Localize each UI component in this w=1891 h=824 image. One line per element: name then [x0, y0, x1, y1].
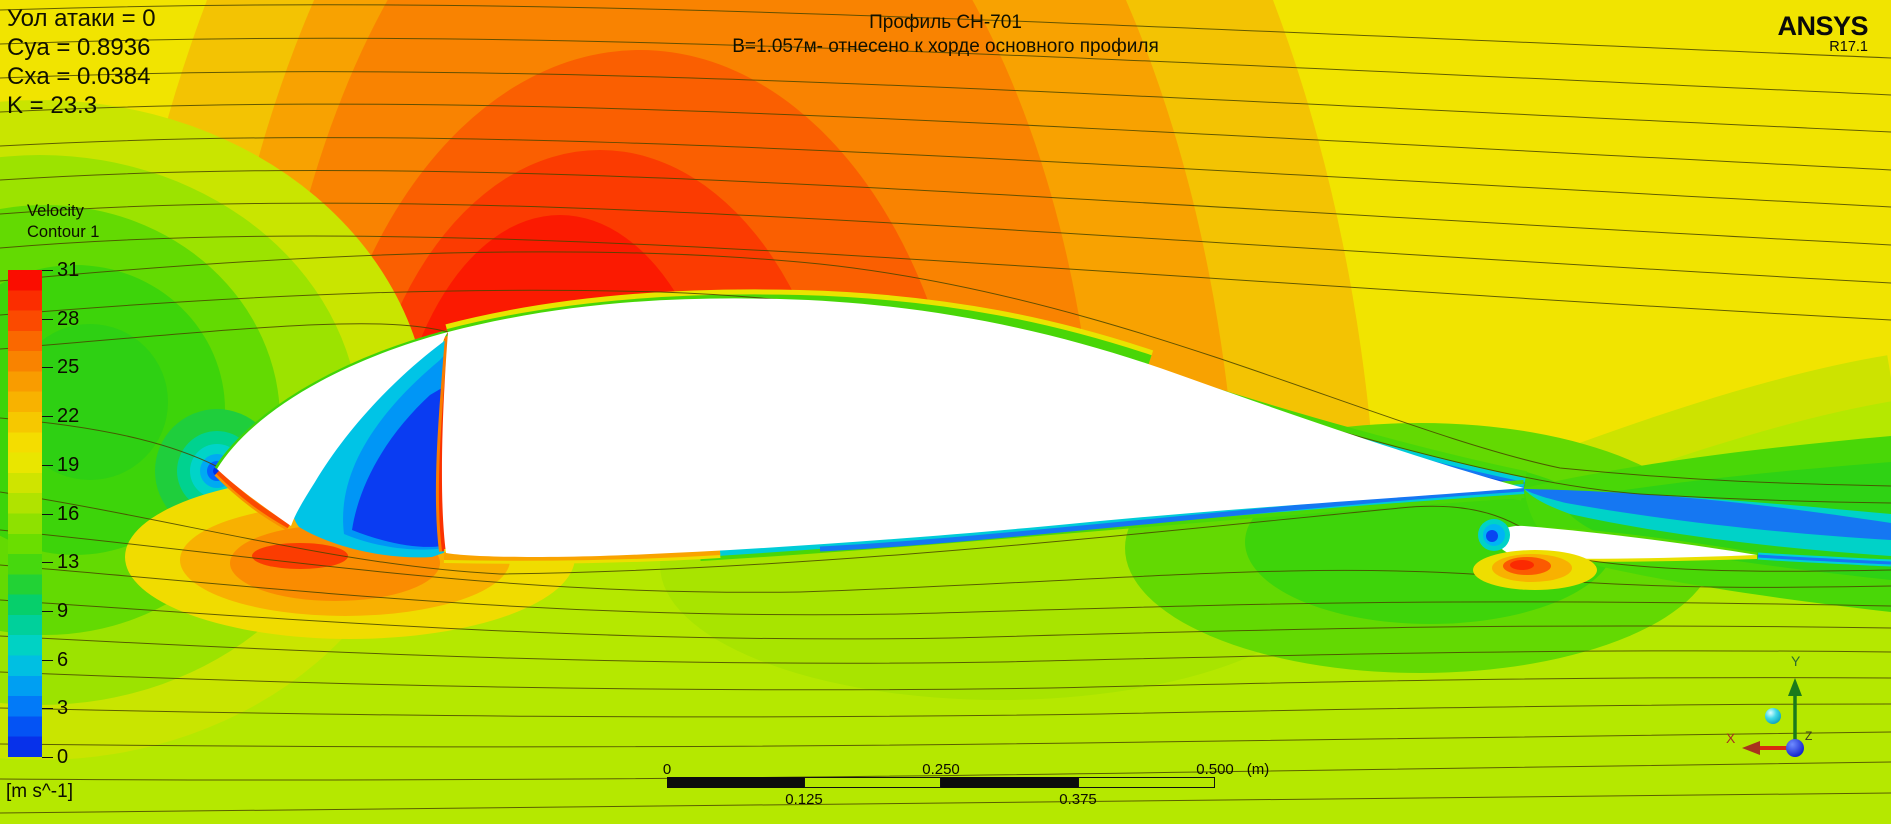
ruler-segment — [941, 777, 1078, 788]
legend-tick — [42, 757, 53, 758]
legend-tick — [42, 464, 53, 466]
aft-element-flow-details — [1473, 519, 1597, 590]
z-axis-label: Z — [1805, 729, 1812, 743]
ruler-label-500: 0.500 — [1196, 761, 1234, 778]
ruler-segment — [804, 777, 941, 788]
ansys-logo: ANSYS R17.1 — [1777, 12, 1868, 55]
plot-title: Профиль CH-701 В=1.057м- отнесено к хорд… — [0, 11, 1891, 59]
legend-value: 28 — [57, 307, 80, 330]
main-airfoil — [441, 298, 1525, 557]
legend-tick — [42, 513, 53, 515]
legend-value: 0 — [57, 746, 69, 768]
ruler-segment — [1078, 777, 1215, 788]
aft-element — [1496, 525, 1757, 559]
legend-variable: Velocity — [27, 202, 84, 220]
legend-value: 9 — [57, 599, 69, 622]
y-axis-label: Y — [1791, 653, 1801, 669]
ruler-unit: (m) — [1246, 761, 1270, 778]
x-axis[interactable]: X — [1726, 730, 1795, 755]
ruler-label-125: 0.125 — [785, 791, 823, 808]
rotation-ball[interactable] — [1765, 708, 1781, 724]
legend-colorbar: 31 28 25 22 19 16 13 9 6 3 0 — [8, 259, 79, 768]
lift-to-drag: K = 23.3 — [7, 92, 98, 119]
ruler-label-0: 0 — [662, 761, 672, 778]
plot-title-line2: В=1.057м- отнесено к хорде основного про… — [732, 36, 1159, 57]
airfoil-geometry — [217, 298, 1757, 559]
legend-value: 25 — [57, 356, 80, 379]
ansys-version: R17.1 — [1829, 39, 1868, 55]
ruler-bar — [667, 777, 1215, 788]
ruler-label-250: 0.250 — [922, 761, 960, 778]
drag-coefficient: Cxa = 0.0384 — [7, 63, 151, 90]
y-axis[interactable]: Y — [1788, 653, 1802, 748]
slat-cove-recirculation — [292, 336, 451, 558]
plot-title-line1: Профиль CH-701 — [869, 12, 1022, 33]
legend-value: 22 — [57, 405, 80, 428]
legend-value: 13 — [57, 551, 80, 574]
ruler-label-375: 0.375 — [1059, 791, 1097, 808]
legend-tick — [42, 318, 53, 320]
scale-ruler: 0 0.250 0.500 (m) 0.125 0.375 — [663, 761, 1269, 808]
legend-tick — [42, 416, 53, 418]
legend-object: Contour 1 — [27, 223, 100, 241]
legend-tick — [42, 270, 53, 271]
legend-value: 3 — [57, 697, 69, 720]
angle-of-attack: Уол атаки = 0 — [7, 5, 156, 32]
legend-title: Velocity Contour 1 — [27, 201, 99, 243]
legend-value: 19 — [57, 453, 80, 476]
legend-units: [m s^-1] — [6, 781, 73, 802]
x-axis-label: X — [1726, 730, 1736, 746]
legend-tick — [42, 708, 53, 710]
leading-edge-slat — [217, 332, 448, 526]
legend-tick — [42, 610, 53, 612]
legend-tick — [42, 367, 53, 369]
legend-tick — [42, 659, 53, 661]
ansys-logo-text: ANSYS — [1777, 11, 1868, 41]
legend-tick — [42, 562, 53, 564]
ruler-segment — [667, 777, 804, 788]
legend-value: 16 — [57, 502, 80, 525]
legend-value: 6 — [57, 648, 69, 671]
z-axis[interactable]: Z — [1786, 729, 1812, 757]
run-parameters: Уол атаки = 0 Cya = 0.8936 Cxa = 0.0384 … — [7, 4, 156, 120]
lift-coefficient: Cya = 0.8936 — [7, 34, 151, 61]
orientation-triad[interactable]: Y X Z — [1712, 648, 1842, 778]
legend-value: 31 — [57, 259, 80, 281]
